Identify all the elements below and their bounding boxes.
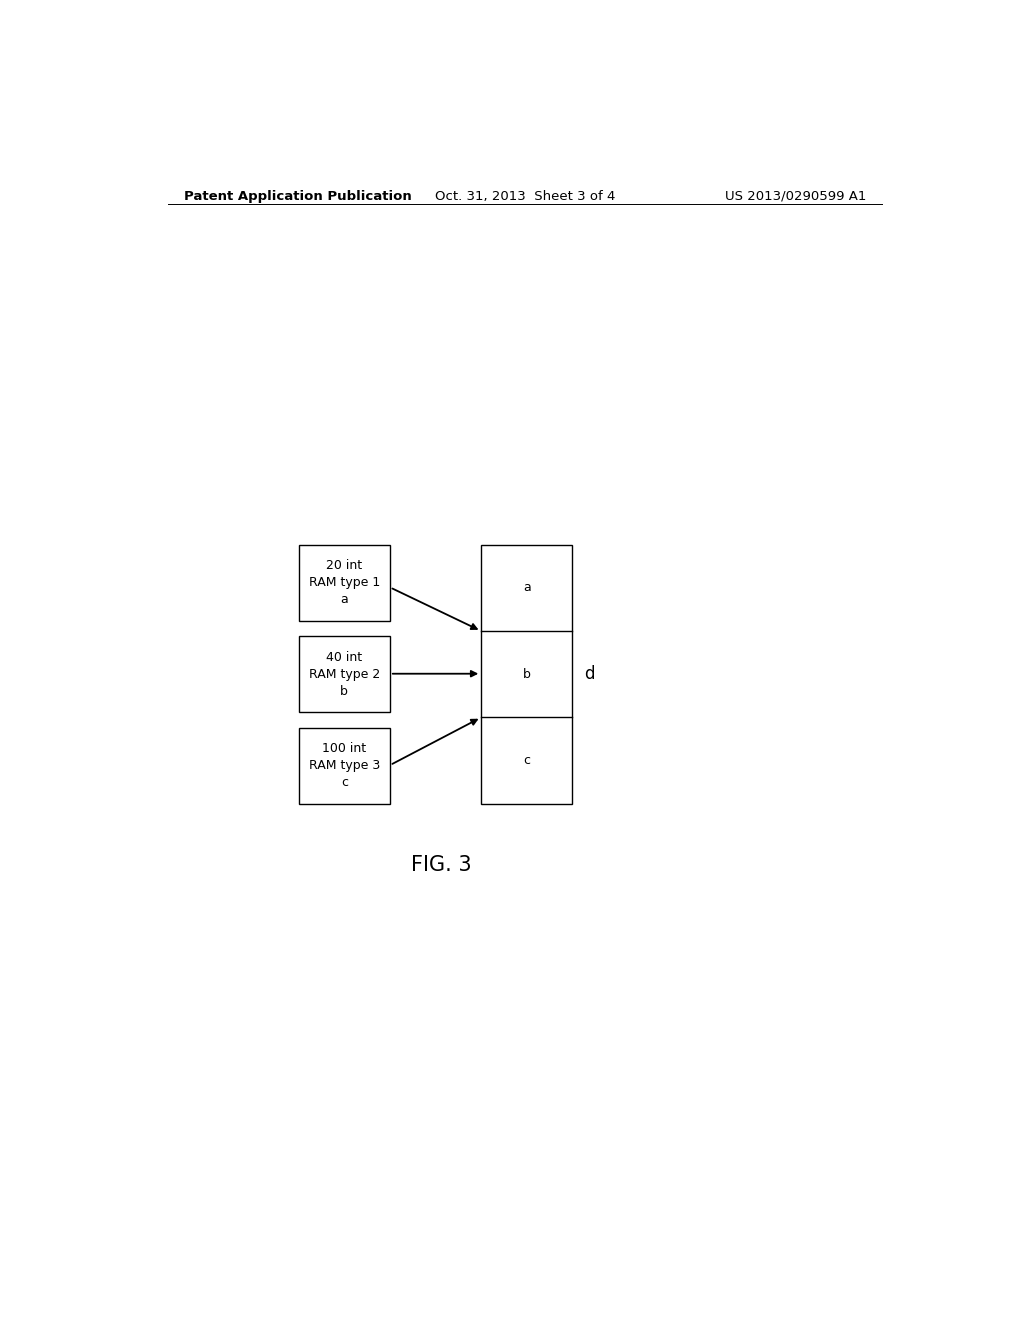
Text: d: d [585,665,595,682]
Text: 100 int
RAM type 3
c: 100 int RAM type 3 c [308,742,380,789]
Text: b: b [523,668,530,681]
Bar [299,545,390,620]
Text: 40 int
RAM type 2
b: 40 int RAM type 2 b [308,651,380,698]
Text: Patent Application Publication: Patent Application Publication [183,190,412,202]
Bar [481,545,572,804]
Text: FIG. 3: FIG. 3 [412,855,472,875]
Text: US 2013/0290599 A1: US 2013/0290599 A1 [725,190,866,202]
Text: c: c [523,754,530,767]
Bar [299,636,390,713]
Text: 20 int
RAM type 1
a: 20 int RAM type 1 a [308,560,380,606]
Bar [299,727,390,804]
Text: Oct. 31, 2013  Sheet 3 of 4: Oct. 31, 2013 Sheet 3 of 4 [434,190,615,202]
Text: a: a [523,581,530,594]
